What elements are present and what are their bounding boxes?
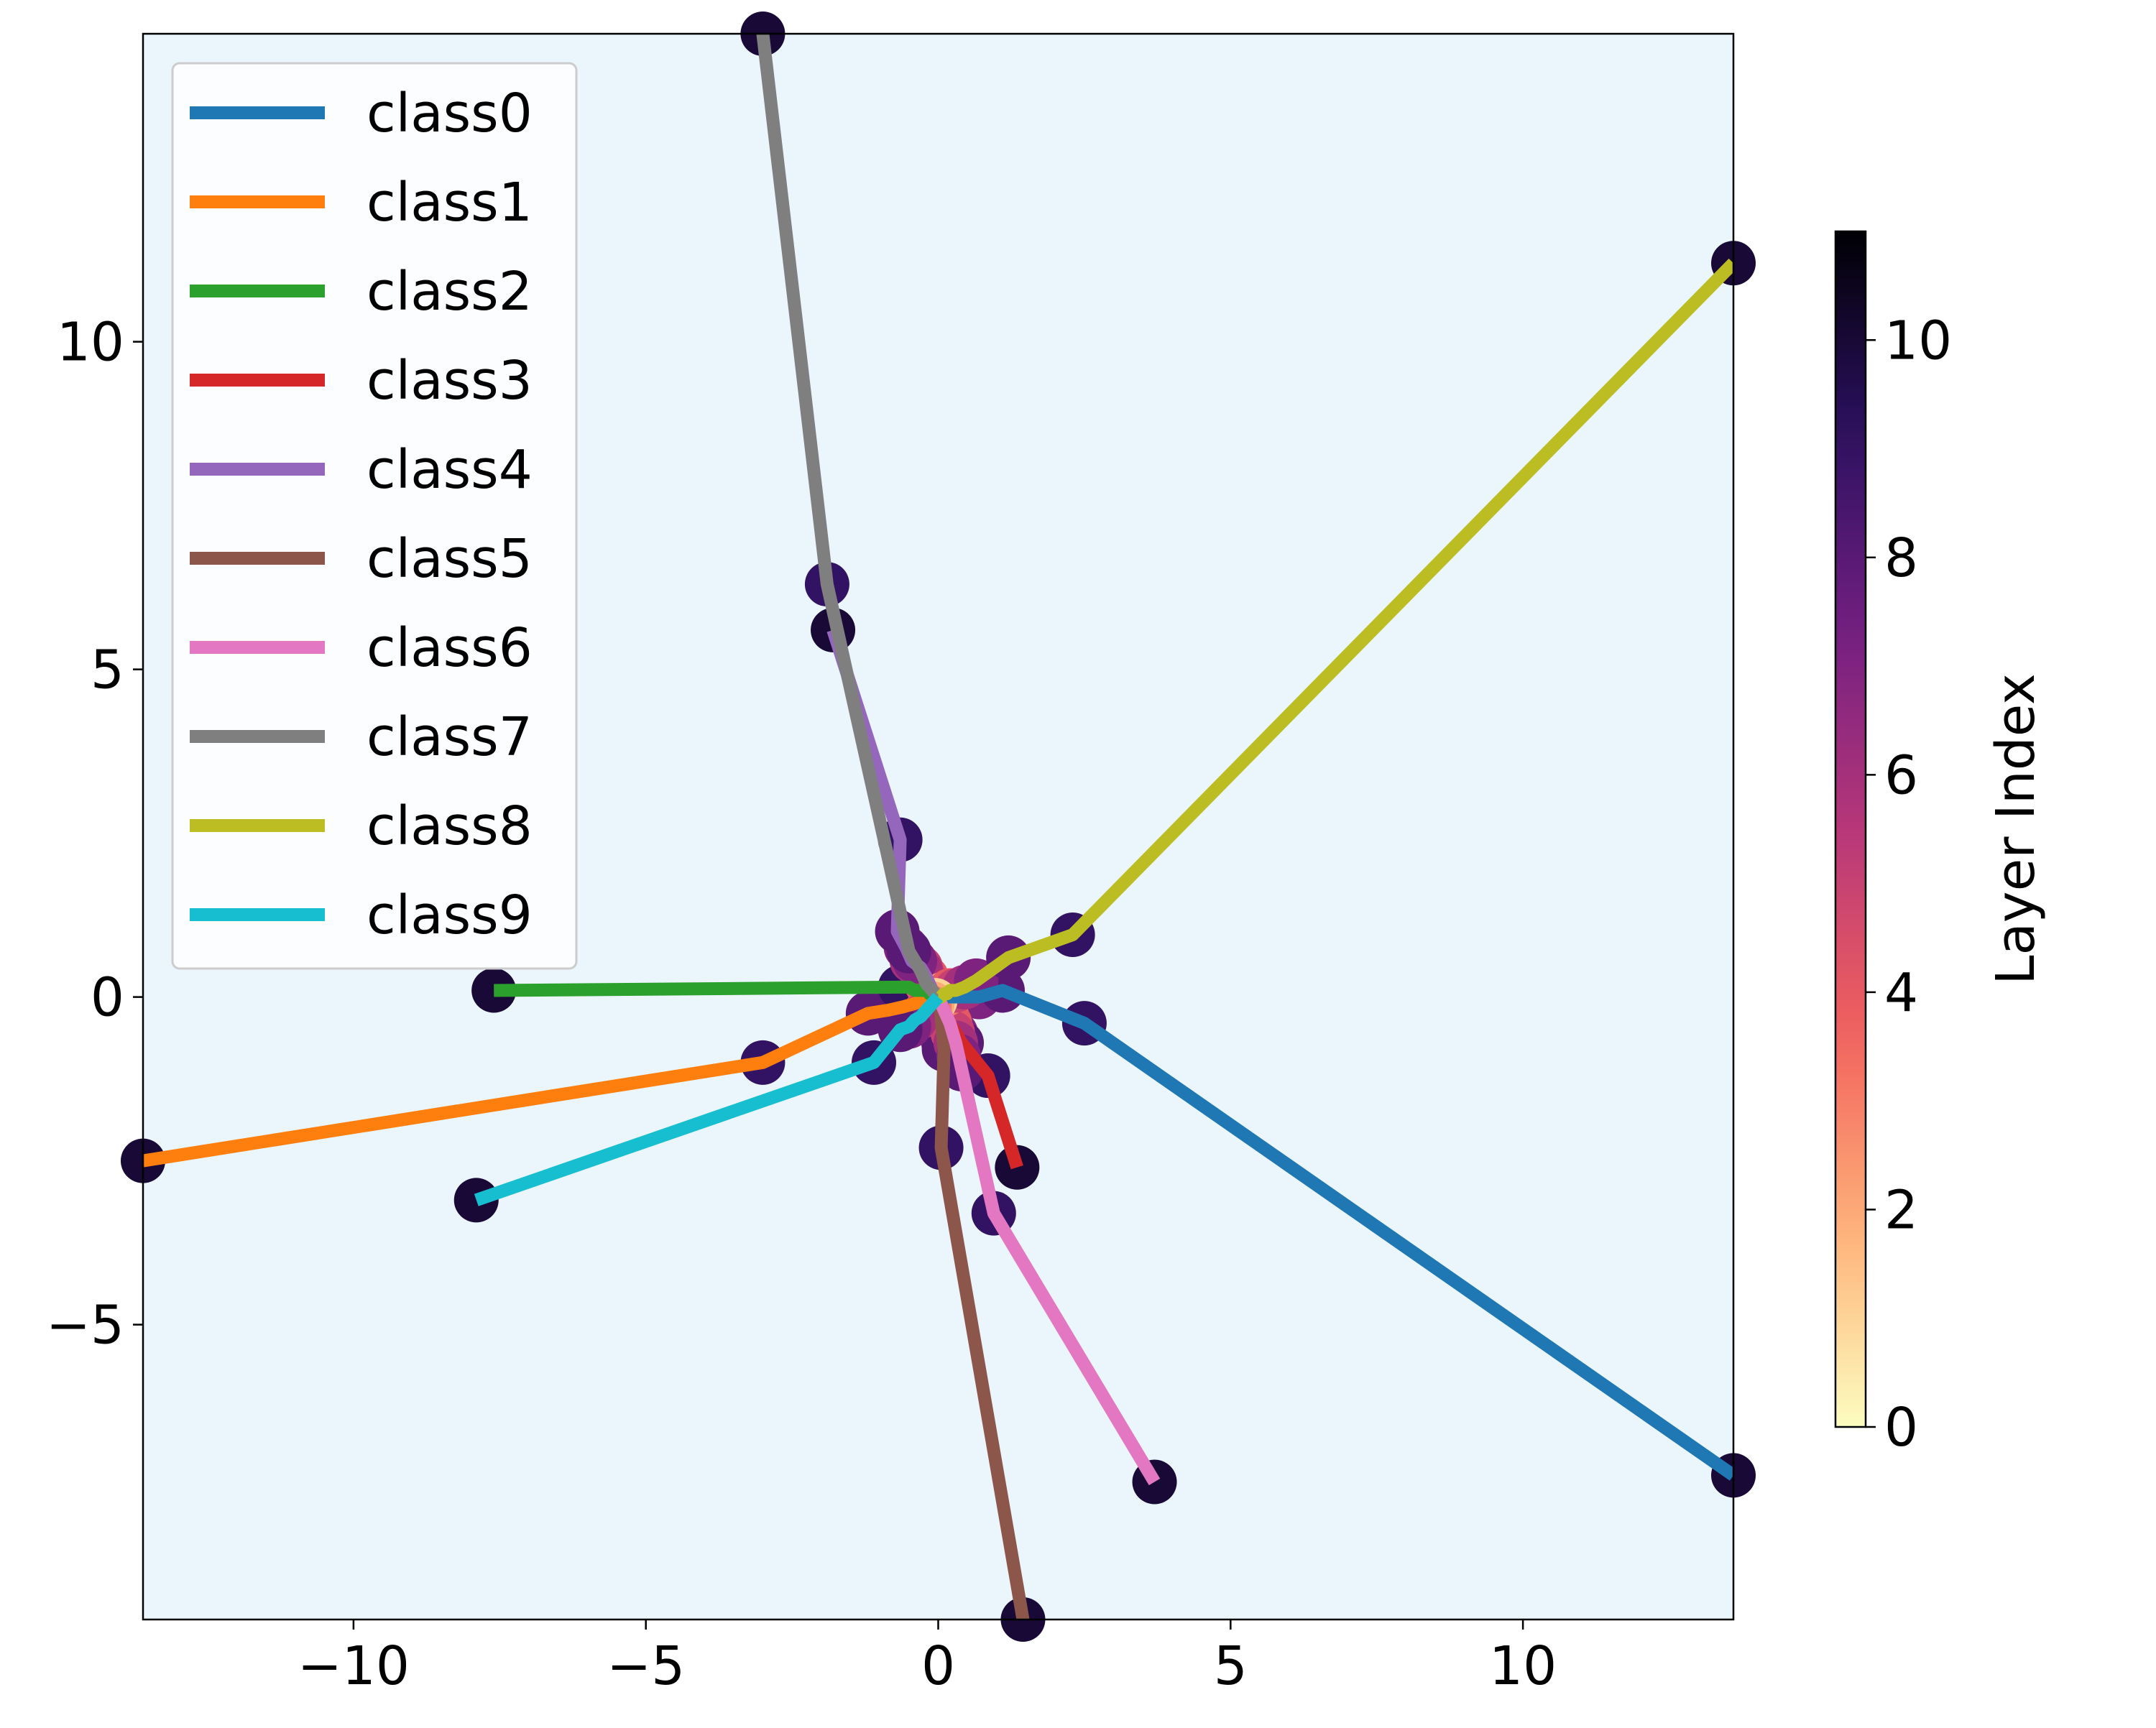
colorbar-gradient [1834, 230, 1867, 1428]
y-tick-label: 0 [91, 967, 124, 1029]
legend-label-class0: class0 [367, 83, 533, 144]
x-tick-label: 10 [1489, 1635, 1557, 1697]
legend-label-class2: class2 [367, 261, 533, 323]
legend-label-class6: class6 [367, 617, 533, 679]
axes: −10 −5 0 5 10 −5 0 5 10 [46, 312, 1557, 1697]
x-tick-label: −10 [298, 1635, 410, 1697]
colorbar-tick-label: 2 [1884, 1179, 1918, 1241]
colorbar-tick-label: 6 [1884, 744, 1918, 806]
legend-label-class9: class9 [367, 884, 533, 946]
series-line-class6 [932, 994, 1161, 1486]
series-line-class8 [934, 258, 1733, 1004]
point-class2-layer-10 [471, 968, 517, 1013]
y-tick-label: 10 [57, 312, 124, 374]
colorbar-label: Layer Index [1985, 673, 2047, 985]
point-class9-layer-10 [453, 1178, 499, 1223]
legend-label-class4: class4 [367, 439, 533, 501]
colorbar-tick-label: 4 [1884, 962, 1918, 1024]
colorbar-tick-label: 0 [1884, 1397, 1918, 1459]
point-class3-layer-10 [995, 1145, 1040, 1190]
series-line-class9 [474, 992, 944, 1206]
x-tick-label: −5 [607, 1635, 685, 1697]
x-tick-label: 5 [1214, 1635, 1248, 1697]
series-lines [143, 34, 1733, 1620]
legend-label-class7: class7 [367, 706, 533, 768]
series-line-class7 [756, 34, 944, 1002]
legend-label-class3: class3 [367, 350, 533, 412]
legend-label-class8: class8 [367, 795, 533, 857]
legend: class0 class1 class2 class3 class4 class5 clas… [171, 62, 578, 970]
y-tick-label: 5 [91, 639, 124, 701]
colorbar: 0 2 4 6 8 10 Layer Index [1834, 230, 2047, 1459]
legend-label-class5: class5 [367, 528, 533, 590]
colorbar-tick-label: 10 [1884, 310, 1952, 371]
legend-label-class1: class1 [367, 172, 533, 234]
colorbar-tick-label: 8 [1884, 527, 1918, 589]
y-tick-label: −5 [46, 1295, 124, 1357]
x-tick-label: 0 [921, 1635, 955, 1697]
